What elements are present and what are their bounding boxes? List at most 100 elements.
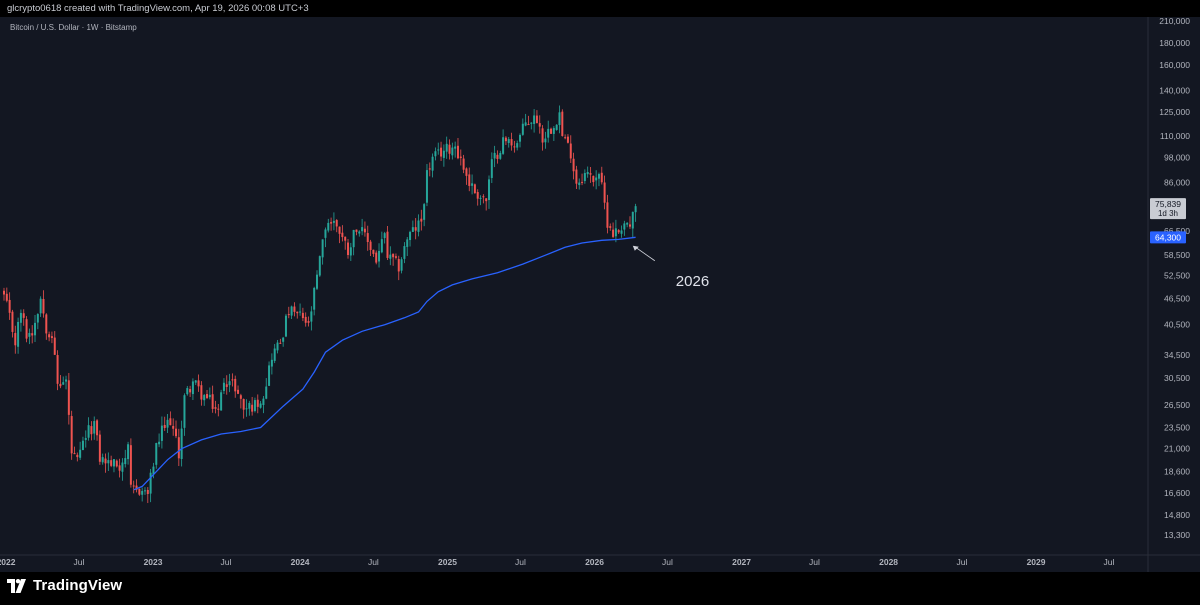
candle-body: [172, 425, 175, 429]
candle-body: [592, 175, 595, 183]
candle-body: [127, 444, 130, 460]
candle-body: [358, 231, 361, 234]
price-chart[interactable]: Bitcoin / U.S. Dollar · 1W · Bitstamp 21…: [0, 17, 1200, 572]
candle-body: [191, 381, 194, 395]
candle-body: [459, 156, 462, 158]
candle-body: [431, 156, 434, 171]
candle-body: [437, 149, 440, 151]
candle-body: [299, 311, 302, 313]
candle-body: [194, 380, 197, 383]
candle-body: [19, 312, 22, 323]
candle-body: [169, 418, 172, 426]
candle-body: [510, 139, 513, 146]
candle-body: [617, 230, 620, 233]
candle-body: [623, 223, 626, 230]
candle-body: [62, 382, 65, 385]
candle-body: [634, 206, 637, 213]
candle-body: [98, 434, 101, 462]
candle-body: [609, 226, 612, 228]
candle-body: [158, 441, 161, 445]
candle-body: [214, 407, 217, 409]
candle-body: [180, 428, 183, 459]
candle-body: [296, 311, 299, 314]
time-tick-label: Jul: [515, 557, 526, 567]
candle-body: [50, 336, 53, 338]
candle-body: [31, 333, 34, 336]
candle-body: [262, 398, 265, 405]
candles: [3, 105, 637, 504]
candle-body: [550, 128, 553, 134]
candle-body: [132, 485, 135, 487]
candle-body: [259, 403, 262, 408]
price-tick-label: 34,500: [1164, 350, 1190, 360]
candle-body: [265, 386, 268, 399]
time-axis[interactable]: 2022 Jul 2023 Jul 2024 Jul 2025 Jul 2026 Jul 2027 J…: [0, 557, 1114, 567]
price-tick-label: 14,800: [1164, 510, 1190, 520]
candle-body: [355, 229, 358, 232]
candle-body: [349, 247, 352, 256]
candle-body: [581, 181, 584, 183]
candle-body: [361, 227, 364, 232]
candle-body: [530, 122, 533, 124]
candle-body: [482, 196, 485, 198]
candle-body: [301, 312, 304, 319]
candle-body: [628, 224, 631, 227]
candle-body: [538, 123, 541, 127]
candle-body: [307, 321, 310, 323]
candle-body: [425, 170, 428, 203]
candle-body: [394, 256, 397, 258]
chart-area[interactable]: Bitcoin / U.S. Dollar · 1W · Bitstamp 21…: [0, 17, 1200, 572]
candle-body: [65, 379, 68, 382]
candle-body: [256, 399, 259, 407]
candle-body: [552, 128, 555, 134]
time-tick-label: Jul: [809, 557, 820, 567]
annotation-text: 2026: [676, 273, 709, 290]
candle-body: [287, 314, 290, 316]
candle-body: [211, 394, 214, 409]
candle-body: [403, 246, 406, 259]
candle-body: [231, 379, 234, 381]
candle-body: [400, 259, 403, 271]
price-axis[interactable]: 210,000 180,000 160,000 140,000 125,000 110,0…: [1159, 17, 1190, 540]
candle-body: [135, 485, 138, 490]
candle-body: [79, 449, 82, 458]
candle-body: [186, 388, 189, 395]
candle-body: [428, 168, 431, 170]
price-tick-label: 46,500: [1164, 294, 1190, 304]
candle-body: [149, 472, 152, 494]
candle-body: [222, 382, 225, 391]
candle-body: [620, 230, 623, 234]
candle-body: [451, 147, 454, 156]
tradingview-logo-text: TradingView: [33, 577, 123, 594]
candle-body: [490, 159, 493, 178]
time-tick-label: Jul: [662, 557, 673, 567]
candle-body: [318, 256, 321, 276]
price-tick-label: 26,500: [1164, 400, 1190, 410]
candle-body: [242, 399, 245, 410]
candle-body: [53, 337, 56, 355]
candle-body: [143, 490, 146, 492]
candle-body: [104, 458, 107, 464]
candle-body: [330, 222, 333, 224]
candle-body: [535, 115, 538, 124]
tradingview-logo-icon: [7, 578, 26, 593]
candle-body: [36, 314, 39, 323]
candle-body: [203, 395, 206, 401]
candle-body: [96, 420, 99, 436]
candle-body: [282, 337, 285, 342]
candle-body: [409, 231, 412, 241]
tradingview-logo[interactable]: TradingView: [7, 577, 122, 594]
candle-body: [603, 182, 606, 203]
candle-body: [8, 299, 11, 313]
candle-body: [555, 124, 558, 130]
candle-body: [284, 315, 287, 337]
candle-body: [115, 460, 118, 467]
candle-body: [496, 154, 499, 159]
candle-body: [589, 173, 592, 175]
price-tick-label: 16,600: [1164, 488, 1190, 498]
candle-body: [321, 239, 324, 258]
candle-body: [5, 293, 8, 301]
candle-body: [411, 227, 414, 232]
time-tick-label: 2029: [1027, 557, 1046, 567]
price-tick-label: 52,500: [1164, 271, 1190, 281]
